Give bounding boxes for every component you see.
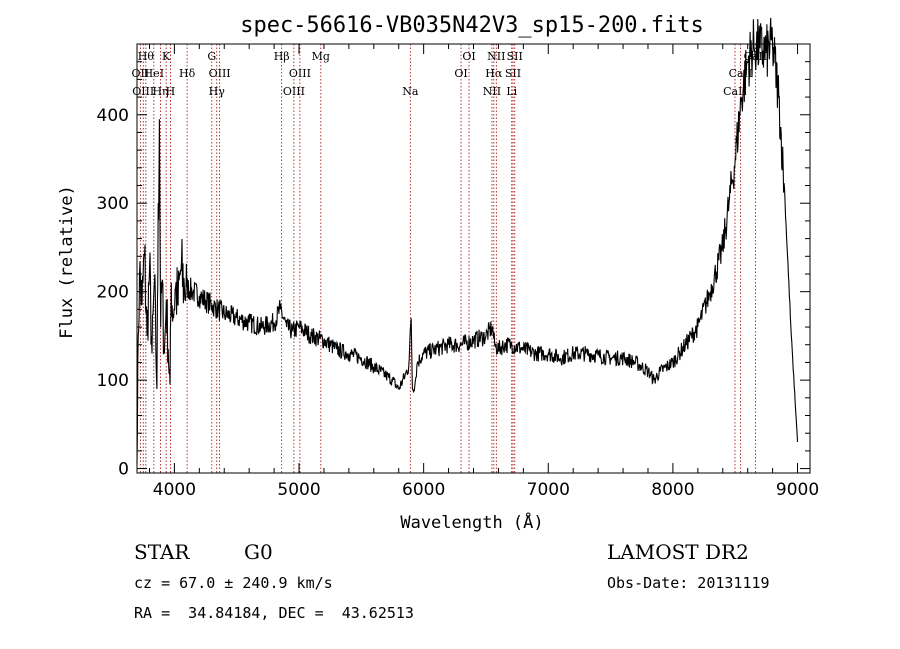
x-tick-label: 7000: [527, 480, 570, 500]
x-axis: 4000 5000 6000 7000 8000 9000: [148, 44, 819, 500]
line-marker-label: Hδ: [179, 67, 196, 80]
line-marker-label: SII: [505, 67, 521, 80]
line-marker-label: OIII: [209, 67, 231, 80]
line-marker-label: OIII: [289, 67, 311, 80]
spectrum-series-line: [136, 17, 799, 465]
emission-line-markers: OIIOIIIHθHeIHηKHHδGHγOIIIHβOIIIOIIIMgNaO…: [132, 44, 767, 473]
line-marker-label: Hα: [485, 67, 503, 80]
line-marker-label: NII: [483, 85, 501, 98]
line-marker-label: G: [207, 50, 216, 63]
line-marker-label: Mg: [312, 50, 330, 63]
x-tick-label: 6000: [402, 480, 445, 500]
object-subclass: G0: [244, 540, 273, 564]
x-tick-label: 4000: [153, 480, 196, 500]
y-tick-label: 200: [97, 283, 129, 303]
coordinates-readout: RA = 34.84184, DEC = 43.62513: [134, 604, 414, 622]
line-marker-label: HeI: [144, 67, 164, 80]
line-marker-label: OIII: [132, 85, 154, 98]
plot-frame: [136, 43, 811, 474]
line-marker-label: K: [162, 50, 171, 63]
line-marker-label: Na: [402, 85, 419, 98]
observation-date: Obs-Date: 20131119: [607, 574, 770, 592]
line-marker-label: Hθ: [138, 50, 155, 63]
x-tick-label: 8000: [651, 480, 694, 500]
x-tick-label: 5000: [277, 480, 320, 500]
object-class: STAR: [134, 540, 190, 564]
y-tick-label: 100: [97, 371, 129, 391]
y-tick-label: 400: [97, 106, 129, 126]
chart-title: spec-56616-VB035N42V3_sp15-200.fits: [240, 13, 704, 38]
y-axis: 0 100 200 300 400: [97, 61, 810, 480]
line-marker-label: OII: [132, 67, 150, 80]
survey-name: LAMOST DR2: [607, 540, 749, 564]
line-marker-label: Hβ: [274, 50, 290, 63]
line-marker-label: NII: [487, 50, 505, 63]
line-marker-label: Hη: [152, 85, 168, 98]
y-axis-title: Flux (relative): [57, 185, 77, 339]
line-marker-label: OIII: [283, 85, 305, 98]
x-tick-label: 9000: [776, 480, 819, 500]
line-marker-label: CaII: [723, 85, 747, 98]
line-marker-label: OI: [454, 67, 467, 80]
y-tick-label: 0: [118, 460, 129, 480]
line-marker-label: SII: [507, 50, 523, 63]
line-marker-label: OI: [462, 50, 475, 63]
line-marker-label: Hγ: [209, 85, 226, 98]
line-marker-label: Li: [506, 85, 517, 98]
y-tick-label: 300: [97, 194, 129, 214]
line-marker-label: H: [166, 85, 176, 98]
redshift-readout: cz = 67.0 ± 240.9 km/s: [134, 574, 333, 592]
x-axis-title: Wavelength (Å): [400, 511, 543, 533]
